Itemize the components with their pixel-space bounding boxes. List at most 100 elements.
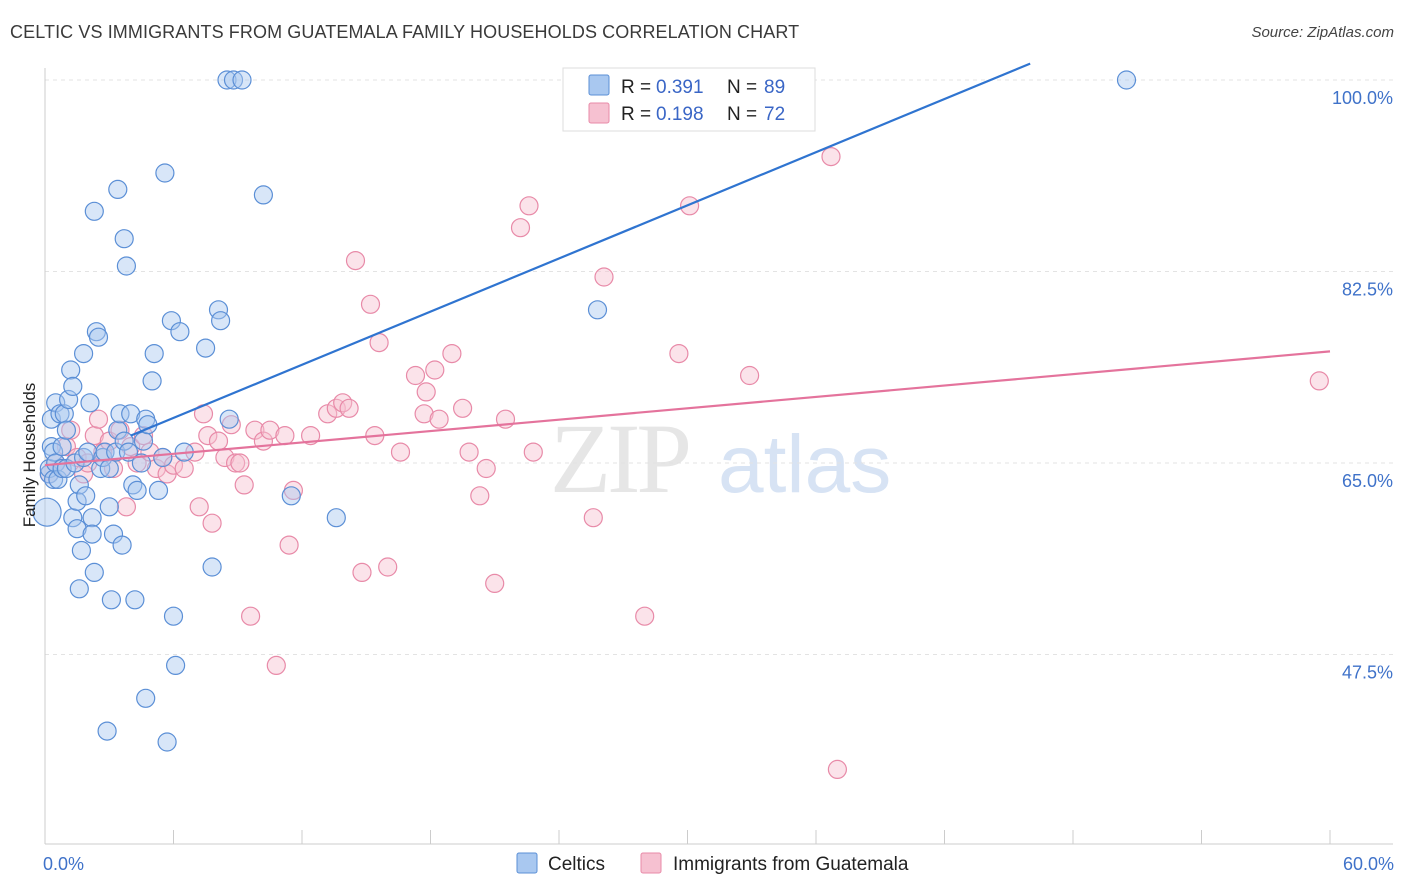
- legend-n-value-celtics: 89: [764, 77, 785, 98]
- legend-n-value-guatemala: 72: [764, 104, 785, 125]
- legend-r-label-guatemala: R =: [621, 104, 656, 125]
- point-celtics: [99, 497, 119, 517]
- point-celtics: [84, 201, 104, 221]
- point-guatemala: [442, 344, 462, 364]
- point-guatemala: [453, 398, 473, 418]
- trend-lines: [44, 62, 1331, 467]
- point-celtics: [281, 486, 301, 506]
- legend-swatch-guatemala: [588, 102, 610, 124]
- point-celtics: [114, 229, 134, 249]
- point-celtics: [54, 404, 74, 424]
- point-celtics: [326, 508, 346, 528]
- y-tick-label: 82.5%: [1342, 280, 1393, 300]
- point-guatemala: [390, 442, 411, 462]
- legend-n-label-guatemala: N =: [727, 104, 762, 125]
- point-guatemala: [174, 458, 194, 479]
- trend-line-celtics: [130, 62, 1031, 437]
- point-celtics: [61, 360, 81, 380]
- point-celtics: [71, 540, 92, 561]
- bottom-legend-swatch-celtics: [516, 852, 538, 874]
- point-guatemala: [61, 420, 81, 440]
- point-celtics: [114, 431, 134, 451]
- point-guatemala: [519, 196, 539, 216]
- point-celtics: [136, 688, 156, 708]
- point-celtics: [52, 437, 72, 457]
- point-celtics: [116, 256, 137, 276]
- point-guatemala: [234, 475, 254, 495]
- y-tick-label: 65.0%: [1342, 471, 1393, 491]
- point-guatemala: [739, 365, 760, 386]
- points-celtics: [32, 70, 1137, 752]
- point-guatemala: [414, 404, 434, 424]
- point-guatemala: [345, 251, 366, 271]
- point-celtics: [196, 338, 216, 358]
- watermark-zip: ZIP: [550, 403, 688, 514]
- point-guatemala: [266, 655, 286, 676]
- gridlines: [45, 79, 1393, 655]
- point-celtics: [108, 420, 128, 440]
- point-celtics: [101, 590, 122, 610]
- point-guatemala: [88, 409, 109, 429]
- point-guatemala: [679, 196, 700, 216]
- point-celtics: [217, 70, 237, 90]
- point-guatemala: [827, 759, 848, 780]
- point-celtics: [99, 458, 119, 479]
- point-guatemala: [198, 426, 218, 446]
- point-guatemala: [635, 606, 655, 626]
- point-celtics: [155, 163, 175, 183]
- point-guatemala: [485, 573, 505, 594]
- point-guatemala: [429, 409, 449, 429]
- point-celtics: [76, 486, 96, 506]
- point-guatemala: [279, 535, 299, 555]
- point-guatemala: [669, 344, 689, 364]
- point-guatemala: [821, 147, 841, 167]
- point-celtics: [142, 371, 162, 391]
- source-credit: Source: ZipAtlas.com: [1251, 24, 1394, 41]
- point-celtics: [32, 497, 62, 527]
- point-celtics: [112, 535, 132, 555]
- point-celtics: [88, 327, 109, 347]
- point-guatemala: [470, 486, 490, 506]
- x-tick-label-max: 60.0%: [1343, 854, 1394, 874]
- legend-r-label-celtics: R =: [621, 77, 656, 98]
- point-celtics: [127, 480, 147, 500]
- point-celtics: [587, 300, 608, 320]
- bottom-legend-swatch-guatemala: [640, 852, 662, 874]
- watermark-atlas: atlas: [718, 419, 891, 510]
- point-celtics: [144, 344, 164, 364]
- bottom-legend: Celtics Immigrants from Guatemala: [516, 852, 909, 875]
- trend-line-guatemala: [44, 350, 1331, 467]
- point-guatemala: [523, 442, 543, 462]
- point-celtics: [157, 732, 177, 752]
- point-celtics: [69, 475, 89, 495]
- point-celtics: [131, 453, 151, 473]
- point-celtics: [82, 524, 102, 544]
- point-celtics: [125, 590, 145, 610]
- y-tick-labels: 47.5% 65.0% 82.5% 100.0%: [1332, 88, 1393, 683]
- point-guatemala: [260, 420, 280, 440]
- point-guatemala: [208, 431, 229, 451]
- point-celtics: [232, 70, 252, 90]
- point-guatemala: [405, 365, 426, 386]
- point-celtics: [50, 404, 70, 424]
- point-guatemala: [583, 508, 603, 528]
- legend-r-value-celtics: 0.391: [656, 77, 704, 98]
- point-celtics: [163, 606, 184, 626]
- point-celtics: [97, 721, 117, 741]
- point-guatemala: [230, 453, 250, 473]
- point-celtics: [202, 557, 222, 577]
- point-guatemala: [189, 497, 209, 517]
- y-tick-label: 47.5%: [1342, 663, 1393, 683]
- point-guatemala: [510, 218, 531, 238]
- bottom-legend-label-celtics: Celtics: [548, 854, 605, 875]
- y-axis-label: Family Households: [20, 383, 39, 528]
- point-celtics: [1116, 70, 1137, 90]
- point-celtics: [56, 420, 77, 440]
- point-celtics: [110, 404, 130, 424]
- point-celtics: [108, 179, 128, 199]
- point-celtics: [63, 376, 83, 396]
- top-legend: R = 0.391 N = 89 R = 0.198 N = 72: [562, 67, 816, 132]
- point-celtics: [170, 322, 190, 342]
- point-celtics: [166, 655, 186, 676]
- point-guatemala: [241, 606, 261, 626]
